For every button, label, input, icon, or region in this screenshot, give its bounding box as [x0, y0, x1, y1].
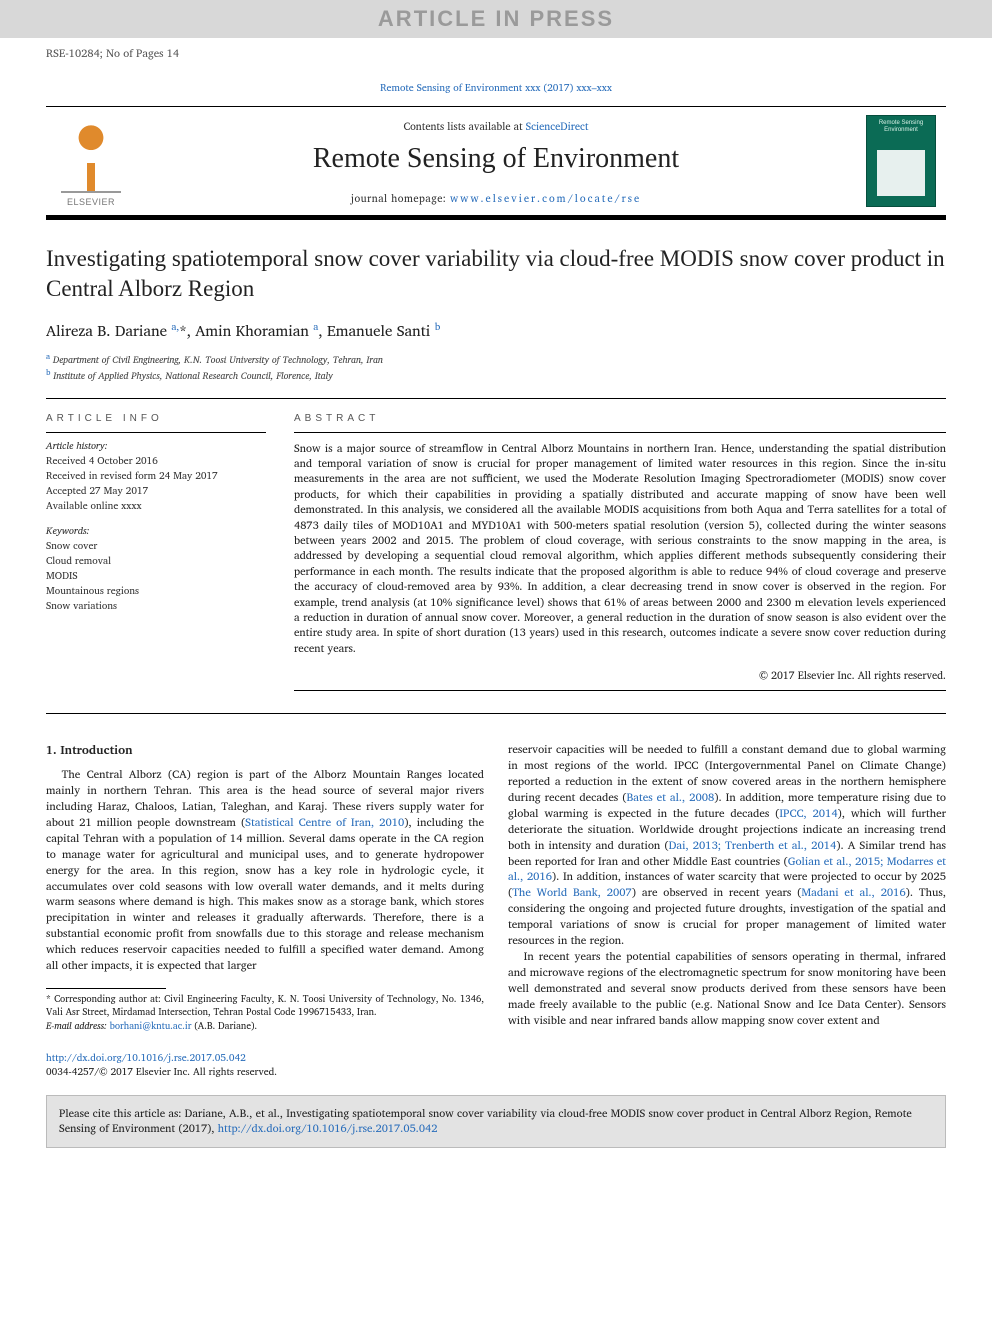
history-line: Received 4 October 2016 — [46, 454, 266, 469]
keyword: Snow variations — [46, 599, 266, 614]
divider — [46, 398, 946, 399]
keywords-label: Keywords: — [46, 524, 266, 539]
abstract-text: Snow is a major source of streamflow in … — [294, 441, 946, 656]
keyword: MODIS — [46, 569, 266, 584]
journal-cover-block: Remote Sensing Environment — [856, 107, 946, 215]
keyword: Cloud removal — [46, 554, 266, 569]
homepage-link[interactable]: www.elsevier.com/locate/rse — [450, 189, 641, 207]
body-paragraph: reservoir capacities will be needed to f… — [508, 742, 946, 949]
email-suffix: (A.B. Dariane). — [191, 1019, 257, 1034]
publisher-logo-block: ELSEVIER — [46, 107, 136, 215]
page-identifier: RSE-10284; No of Pages 14 — [0, 38, 992, 62]
homepage-line: journal homepage: www.elsevier.com/locat… — [136, 189, 856, 207]
section-heading-intro: 1. Introduction — [46, 742, 484, 759]
divider — [46, 713, 946, 714]
corresponding-author-note: * Corresponding author at: Civil Enginee… — [46, 993, 484, 1020]
homepage-prefix: journal homepage: — [351, 189, 450, 207]
affiliations: a Department of Civil Engineering, K.N. … — [46, 351, 946, 384]
article-history: Article history: Received 4 October 2016… — [46, 439, 266, 514]
keyword: Mountainous regions — [46, 584, 266, 599]
affiliation-line: a Department of Civil Engineering, K.N. … — [46, 351, 946, 367]
article-info-heading: ARTICLE INFO — [46, 413, 266, 424]
journal-reference-line: Remote Sensing of Environment xxx (2017)… — [0, 62, 992, 106]
citation-text: Please cite this article as: Dariane, A.… — [59, 1104, 912, 1137]
history-line: Accepted 27 May 2017 — [46, 484, 266, 499]
keyword: Snow cover — [46, 539, 266, 554]
issn-line: 0034-4257/© 2017 Elsevier Inc. All right… — [46, 1064, 277, 1080]
keywords-block: Keywords: Snow coverCloud removalMODISMo… — [46, 524, 266, 614]
affiliation-line: b Institute of Applied Physics, National… — [46, 367, 946, 383]
footnotes: * Corresponding author at: Civil Enginee… — [46, 993, 484, 1033]
publisher-name: ELSEVIER — [67, 197, 115, 207]
sciencedirect-link[interactable]: ScienceDirect — [526, 117, 589, 135]
doi-block: http://dx.doi.org/10.1016/j.rse.2017.05.… — [46, 1051, 946, 1079]
body-text: ), including the capital Tehran with a p… — [46, 813, 484, 974]
contents-line: Contents lists available at ScienceDirec… — [136, 117, 856, 135]
article-info-column: ARTICLE INFO Article history: Received 4… — [46, 413, 266, 699]
history-label: Article history: — [46, 439, 266, 454]
abstract-column: ABSTRACT Snow is a major source of strea… — [294, 413, 946, 699]
journal-cover-icon: Remote Sensing Environment — [866, 115, 936, 207]
contents-prefix: Contents lists available at — [404, 117, 526, 135]
journal-cover-label: Remote Sensing Environment — [867, 120, 935, 133]
article-header: Investigating spatiotemporal snow cover … — [46, 244, 946, 384]
citation-box: Please cite this article as: Dariane, A.… — [46, 1095, 946, 1148]
body-columns: 1. Introduction The Central Alborz (CA) … — [46, 742, 946, 1033]
info-abstract-row: ARTICLE INFO Article history: Received 4… — [46, 413, 946, 699]
citation-doi-link[interactable]: http://dx.doi.org/10.1016/j.rse.2017.05.… — [218, 1119, 438, 1137]
masthead: ELSEVIER Contents lists available at Sci… — [46, 106, 946, 220]
body-paragraph: The Central Alborz (CA) region is part o… — [46, 767, 484, 974]
journal-reference-link[interactable]: Remote Sensing of Environment xxx (2017)… — [380, 80, 612, 96]
body-paragraph: In recent years the potential capabiliti… — [508, 949, 946, 1029]
email-line: E-mail address: borhani@kntu.ac.ir (A.B.… — [46, 1020, 484, 1033]
authors-line: Alireza B. Dariane a,*, Amin Khoramian a… — [46, 318, 946, 343]
history-line: Received in revised form 24 May 2017 — [46, 469, 266, 484]
elsevier-tree-icon — [61, 123, 121, 193]
article-in-press-banner: ARTICLE IN PRESS — [0, 0, 992, 38]
masthead-center: Contents lists available at ScienceDirec… — [136, 107, 856, 215]
page: ARTICLE IN PRESS RSE-10284; No of Pages … — [0, 0, 992, 1323]
abstract-heading: ABSTRACT — [294, 413, 946, 424]
footnote-rule — [46, 988, 166, 989]
journal-title: Remote Sensing of Environment — [136, 143, 856, 175]
email-label: E-mail address: — [46, 1019, 110, 1034]
abstract-copyright: © 2017 Elsevier Inc. All rights reserved… — [294, 666, 946, 684]
email-link[interactable]: borhani@kntu.ac.ir — [110, 1019, 192, 1034]
article-title: Investigating spatiotemporal snow cover … — [46, 244, 946, 304]
history-line: Available online xxxx — [46, 499, 266, 514]
